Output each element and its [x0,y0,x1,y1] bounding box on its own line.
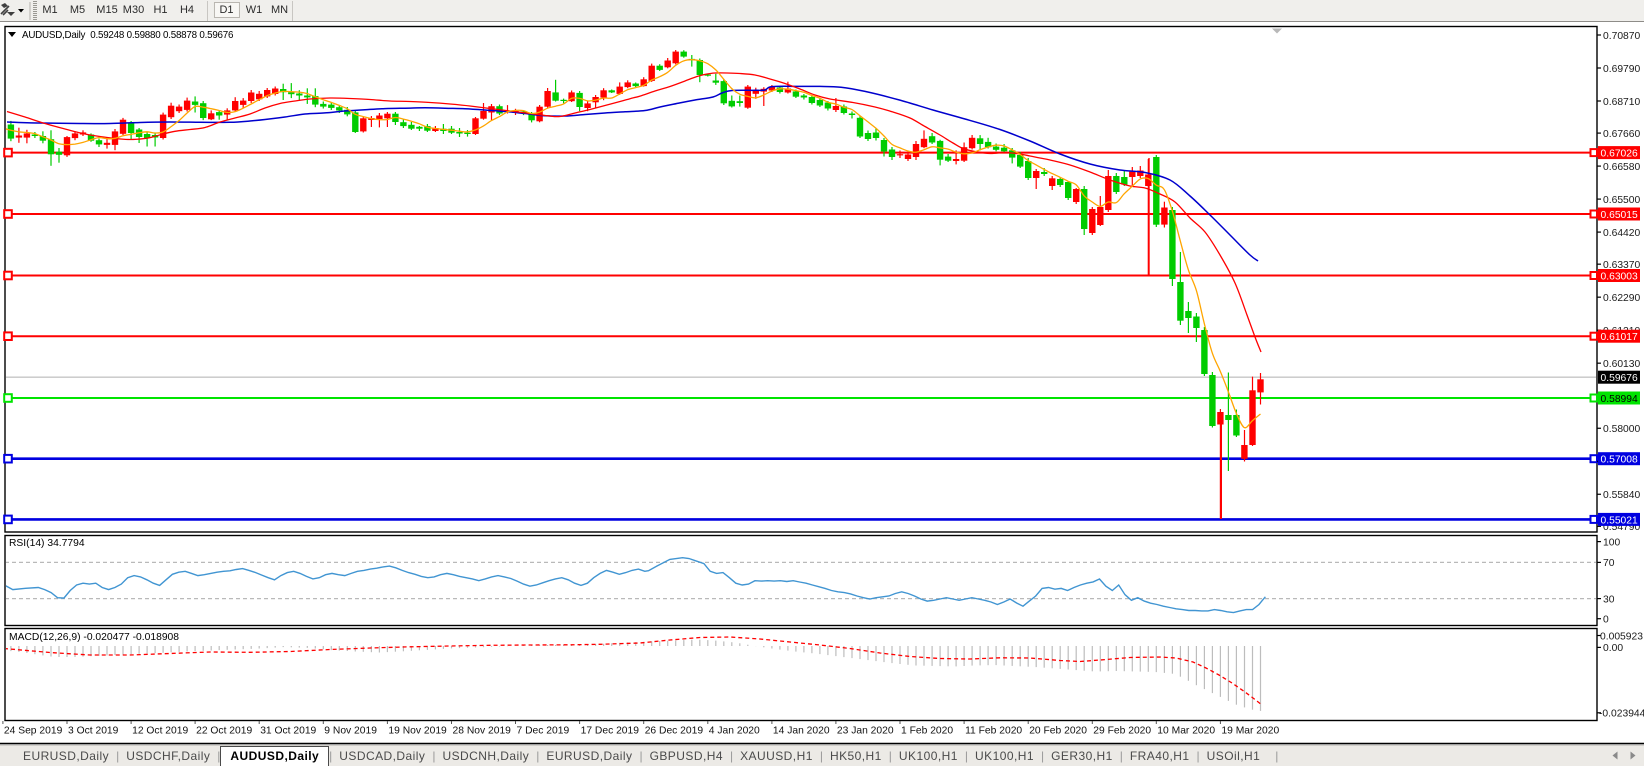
svg-text:0.65500: 0.65500 [1603,195,1640,206]
svg-text:0.57008: 0.57008 [1601,455,1638,466]
svg-text:0.69790: 0.69790 [1603,64,1640,75]
svg-text:4 Jan 2020: 4 Jan 2020 [709,726,760,737]
svg-text:-0.023944: -0.023944 [1599,709,1644,720]
svg-text:0: 0 [1603,615,1609,626]
svg-text:0.58994: 0.58994 [1601,394,1638,405]
svg-text:29 Feb 2020: 29 Feb 2020 [1093,726,1151,737]
svg-text:0.58000: 0.58000 [1603,424,1640,435]
svg-text:0.67660: 0.67660 [1603,129,1640,140]
svg-text:24 Sep 2019: 24 Sep 2019 [4,726,63,737]
svg-text:1 Feb 2020: 1 Feb 2020 [901,726,953,737]
svg-text:11 Feb 2020: 11 Feb 2020 [965,726,1022,737]
svg-text:0.59676: 0.59676 [1601,373,1638,384]
svg-text:14 Jan 2020: 14 Jan 2020 [773,726,830,737]
svg-text:100: 100 [1603,537,1620,548]
svg-text:19 Nov 2019: 19 Nov 2019 [388,726,447,737]
svg-text:28 Nov 2019: 28 Nov 2019 [453,726,512,737]
svg-text:70: 70 [1603,558,1615,569]
svg-text:0.65015: 0.65015 [1601,210,1638,221]
svg-text:RSI(14) 34.7794: RSI(14) 34.7794 [9,538,85,549]
svg-text:MACD(12,26,9) -0.020477 -0.018: MACD(12,26,9) -0.020477 -0.018908 [9,632,179,643]
svg-text:10 Mar 2020: 10 Mar 2020 [1157,726,1215,737]
svg-text:12 Oct 2019: 12 Oct 2019 [132,726,188,737]
svg-text:0.00: 0.00 [1603,643,1623,654]
svg-text:30: 30 [1603,594,1615,605]
svg-text:0.60130: 0.60130 [1603,359,1640,370]
svg-text:0.63003: 0.63003 [1601,272,1638,283]
svg-text:20 Feb 2020: 20 Feb 2020 [1029,726,1087,737]
svg-text:0.55021: 0.55021 [1601,515,1638,526]
svg-text:3 Oct 2019: 3 Oct 2019 [68,726,119,737]
svg-text:7 Dec 2019: 7 Dec 2019 [517,726,570,737]
svg-text:0.55840: 0.55840 [1603,490,1640,501]
svg-text:31 Oct 2019: 31 Oct 2019 [260,726,316,737]
svg-text:0.62290: 0.62290 [1603,293,1640,304]
svg-text:17 Dec 2019: 17 Dec 2019 [581,726,640,737]
svg-text:19 Mar 2020: 19 Mar 2020 [1221,726,1279,737]
svg-text:0.66580: 0.66580 [1603,162,1640,173]
svg-text:0.64420: 0.64420 [1603,228,1640,239]
svg-text:0.005923: 0.005923 [1600,631,1643,642]
svg-text:0.54790: 0.54790 [1603,522,1640,533]
svg-text:26 Dec 2019: 26 Dec 2019 [645,726,704,737]
svg-text:0.61017: 0.61017 [1601,332,1638,343]
svg-text:9 Nov 2019: 9 Nov 2019 [324,726,377,737]
svg-text:0.63370: 0.63370 [1603,260,1640,271]
svg-text:0.67026: 0.67026 [1601,149,1638,160]
svg-text:0.70870: 0.70870 [1603,31,1640,42]
svg-text:22 Oct 2019: 22 Oct 2019 [196,726,252,737]
svg-text:23 Jan 2020: 23 Jan 2020 [837,726,894,737]
svg-text:AUDUSD,Daily 0.59248 0.59880: AUDUSD,Daily 0.59248 0.59880 0.58878 0.5… [22,30,234,41]
svg-text:0.68710: 0.68710 [1603,97,1640,108]
